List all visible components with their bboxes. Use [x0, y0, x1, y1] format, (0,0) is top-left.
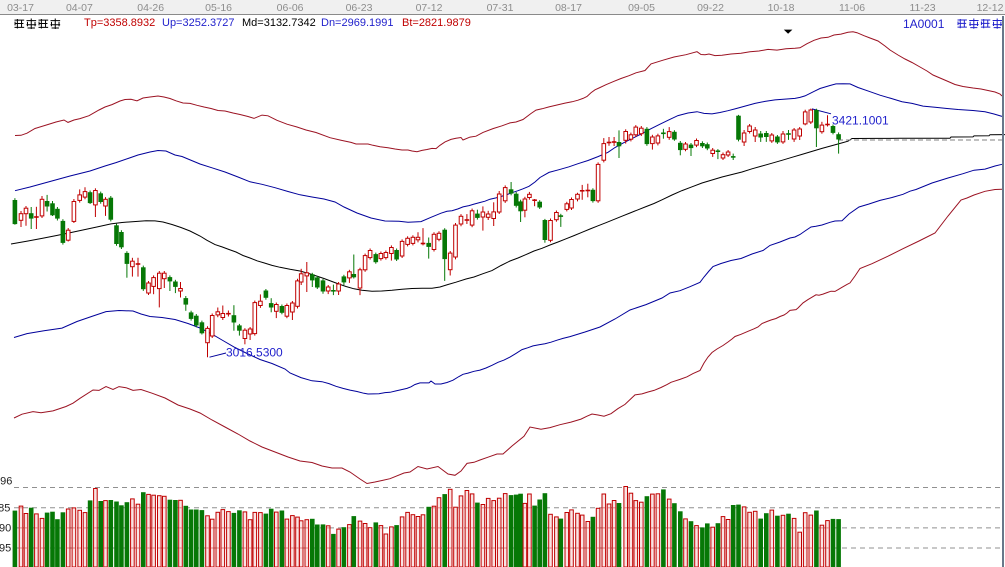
svg-text:385: 385: [0, 503, 10, 515]
svg-text:3016.5300: 3016.5300: [226, 346, 283, 360]
svg-text:90: 90: [0, 523, 11, 535]
svg-text:1A0001: 1A0001: [903, 17, 945, 31]
svg-text:95: 95: [0, 543, 11, 555]
svg-text:396: 396: [0, 476, 12, 488]
svg-text:3421.1001: 3421.1001: [832, 114, 889, 128]
